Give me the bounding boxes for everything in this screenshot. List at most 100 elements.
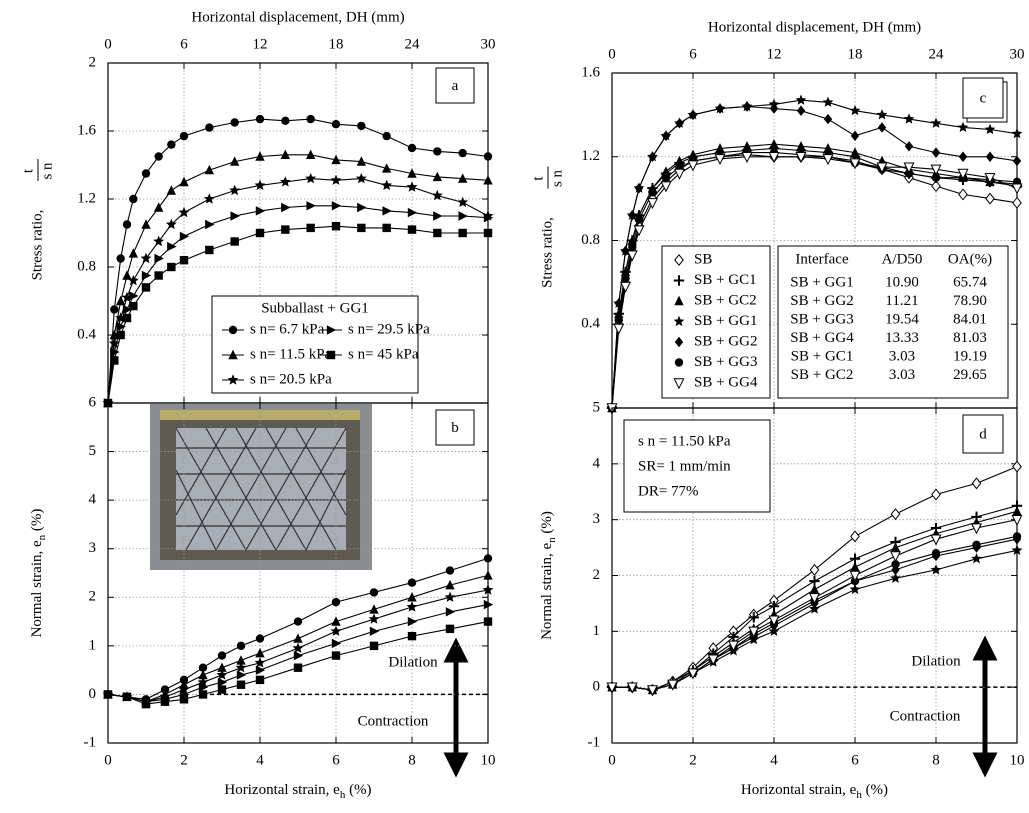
x-tick-label: 12 (767, 46, 782, 62)
marker (306, 201, 316, 211)
marker (930, 117, 942, 128)
x-tick-label: 12 (253, 36, 268, 52)
marker (122, 220, 132, 229)
marker (331, 201, 342, 211)
marker (627, 235, 637, 245)
table-cell: SB + GG2 (790, 293, 853, 309)
marker (356, 156, 367, 166)
marker (930, 164, 942, 176)
marker (382, 131, 391, 141)
marker (407, 207, 418, 218)
marker (482, 584, 494, 595)
y-tick-label: 6 (89, 394, 97, 410)
legend-title: Subballast + GG1 (261, 300, 369, 316)
marker (407, 592, 417, 602)
marker (1011, 183, 1023, 195)
y-axis-label-text: Normal strain, e (539, 543, 555, 640)
marker (293, 650, 304, 661)
marker (707, 654, 719, 666)
marker (742, 141, 752, 151)
marker (903, 162, 915, 174)
marker (281, 225, 290, 234)
x-axis-label-text: Horizontal strain, e (224, 782, 340, 798)
marker (985, 192, 995, 205)
marker (890, 542, 901, 552)
marker (255, 114, 265, 124)
x-axis-label: Horizontal strain, eh (%) (741, 782, 888, 800)
y-tick-label: 0.8 (77, 258, 96, 274)
marker (957, 121, 969, 132)
marker (368, 613, 380, 624)
marker (1012, 196, 1022, 209)
legend-label: SB + GC1 (694, 272, 757, 288)
annotation: Contraction (890, 708, 961, 724)
marker (154, 253, 164, 264)
legend-label: SB + GG3 (694, 354, 757, 370)
marker (229, 156, 240, 166)
marker (1011, 544, 1023, 555)
marker (407, 616, 418, 627)
table-cell: 11.21 (885, 293, 918, 309)
marker (984, 123, 996, 135)
marker (445, 566, 455, 575)
marker (217, 685, 227, 694)
marker (849, 570, 861, 582)
y-tick-label: -1 (588, 734, 601, 750)
marker (326, 350, 336, 360)
marker (141, 219, 151, 229)
marker (626, 682, 638, 694)
legend-box (211, 295, 419, 394)
marker (326, 325, 337, 335)
marker (958, 151, 968, 162)
marker (483, 599, 494, 610)
y-tick-label: 1 (593, 623, 601, 639)
marker (957, 168, 969, 180)
marker (433, 228, 442, 238)
marker (331, 222, 341, 231)
marker (903, 113, 915, 124)
table-header: OA(%) (948, 251, 992, 267)
marker (406, 181, 418, 192)
marker (280, 149, 291, 159)
legend-label: s n= 6.7 kPa (250, 321, 325, 337)
table-cell: 81.03 (953, 330, 987, 346)
marker (381, 163, 392, 173)
marker (985, 151, 995, 162)
marker (179, 176, 189, 187)
table-cell: SB + GG3 (790, 311, 853, 327)
x-tick-label: 6 (332, 752, 340, 768)
marker (432, 171, 443, 182)
marker (154, 271, 163, 280)
marker (116, 330, 125, 340)
y-axis-label-num: t (20, 168, 36, 173)
marker (230, 118, 239, 127)
marker (741, 152, 753, 164)
annotation: Contraction (358, 713, 429, 729)
marker (122, 313, 132, 323)
y-axis-label-den: s n (549, 169, 565, 187)
marker (687, 668, 699, 680)
marker (406, 601, 418, 612)
marker (305, 172, 317, 184)
marker (230, 237, 239, 246)
marker (646, 198, 659, 210)
marker (141, 283, 151, 292)
panel-label: a (452, 78, 459, 94)
conditions-box (623, 419, 771, 513)
marker (110, 305, 119, 314)
marker (116, 321, 126, 332)
legend-label: s n= 45 kPa (348, 346, 419, 362)
y-axis-label-text: Normal strain, e (29, 540, 45, 637)
marker (293, 617, 303, 626)
marker (1012, 532, 1022, 541)
marker (369, 604, 379, 614)
marker (140, 252, 152, 264)
y-axis-label-num: t (530, 176, 546, 181)
y-axis-label-sub: n (36, 534, 48, 540)
x-axis-label: Horizontal displacement, DH (mm) (708, 19, 921, 35)
marker (822, 96, 834, 107)
marker (823, 113, 833, 125)
marker (128, 248, 139, 258)
marker (850, 130, 860, 142)
marker (292, 642, 304, 653)
